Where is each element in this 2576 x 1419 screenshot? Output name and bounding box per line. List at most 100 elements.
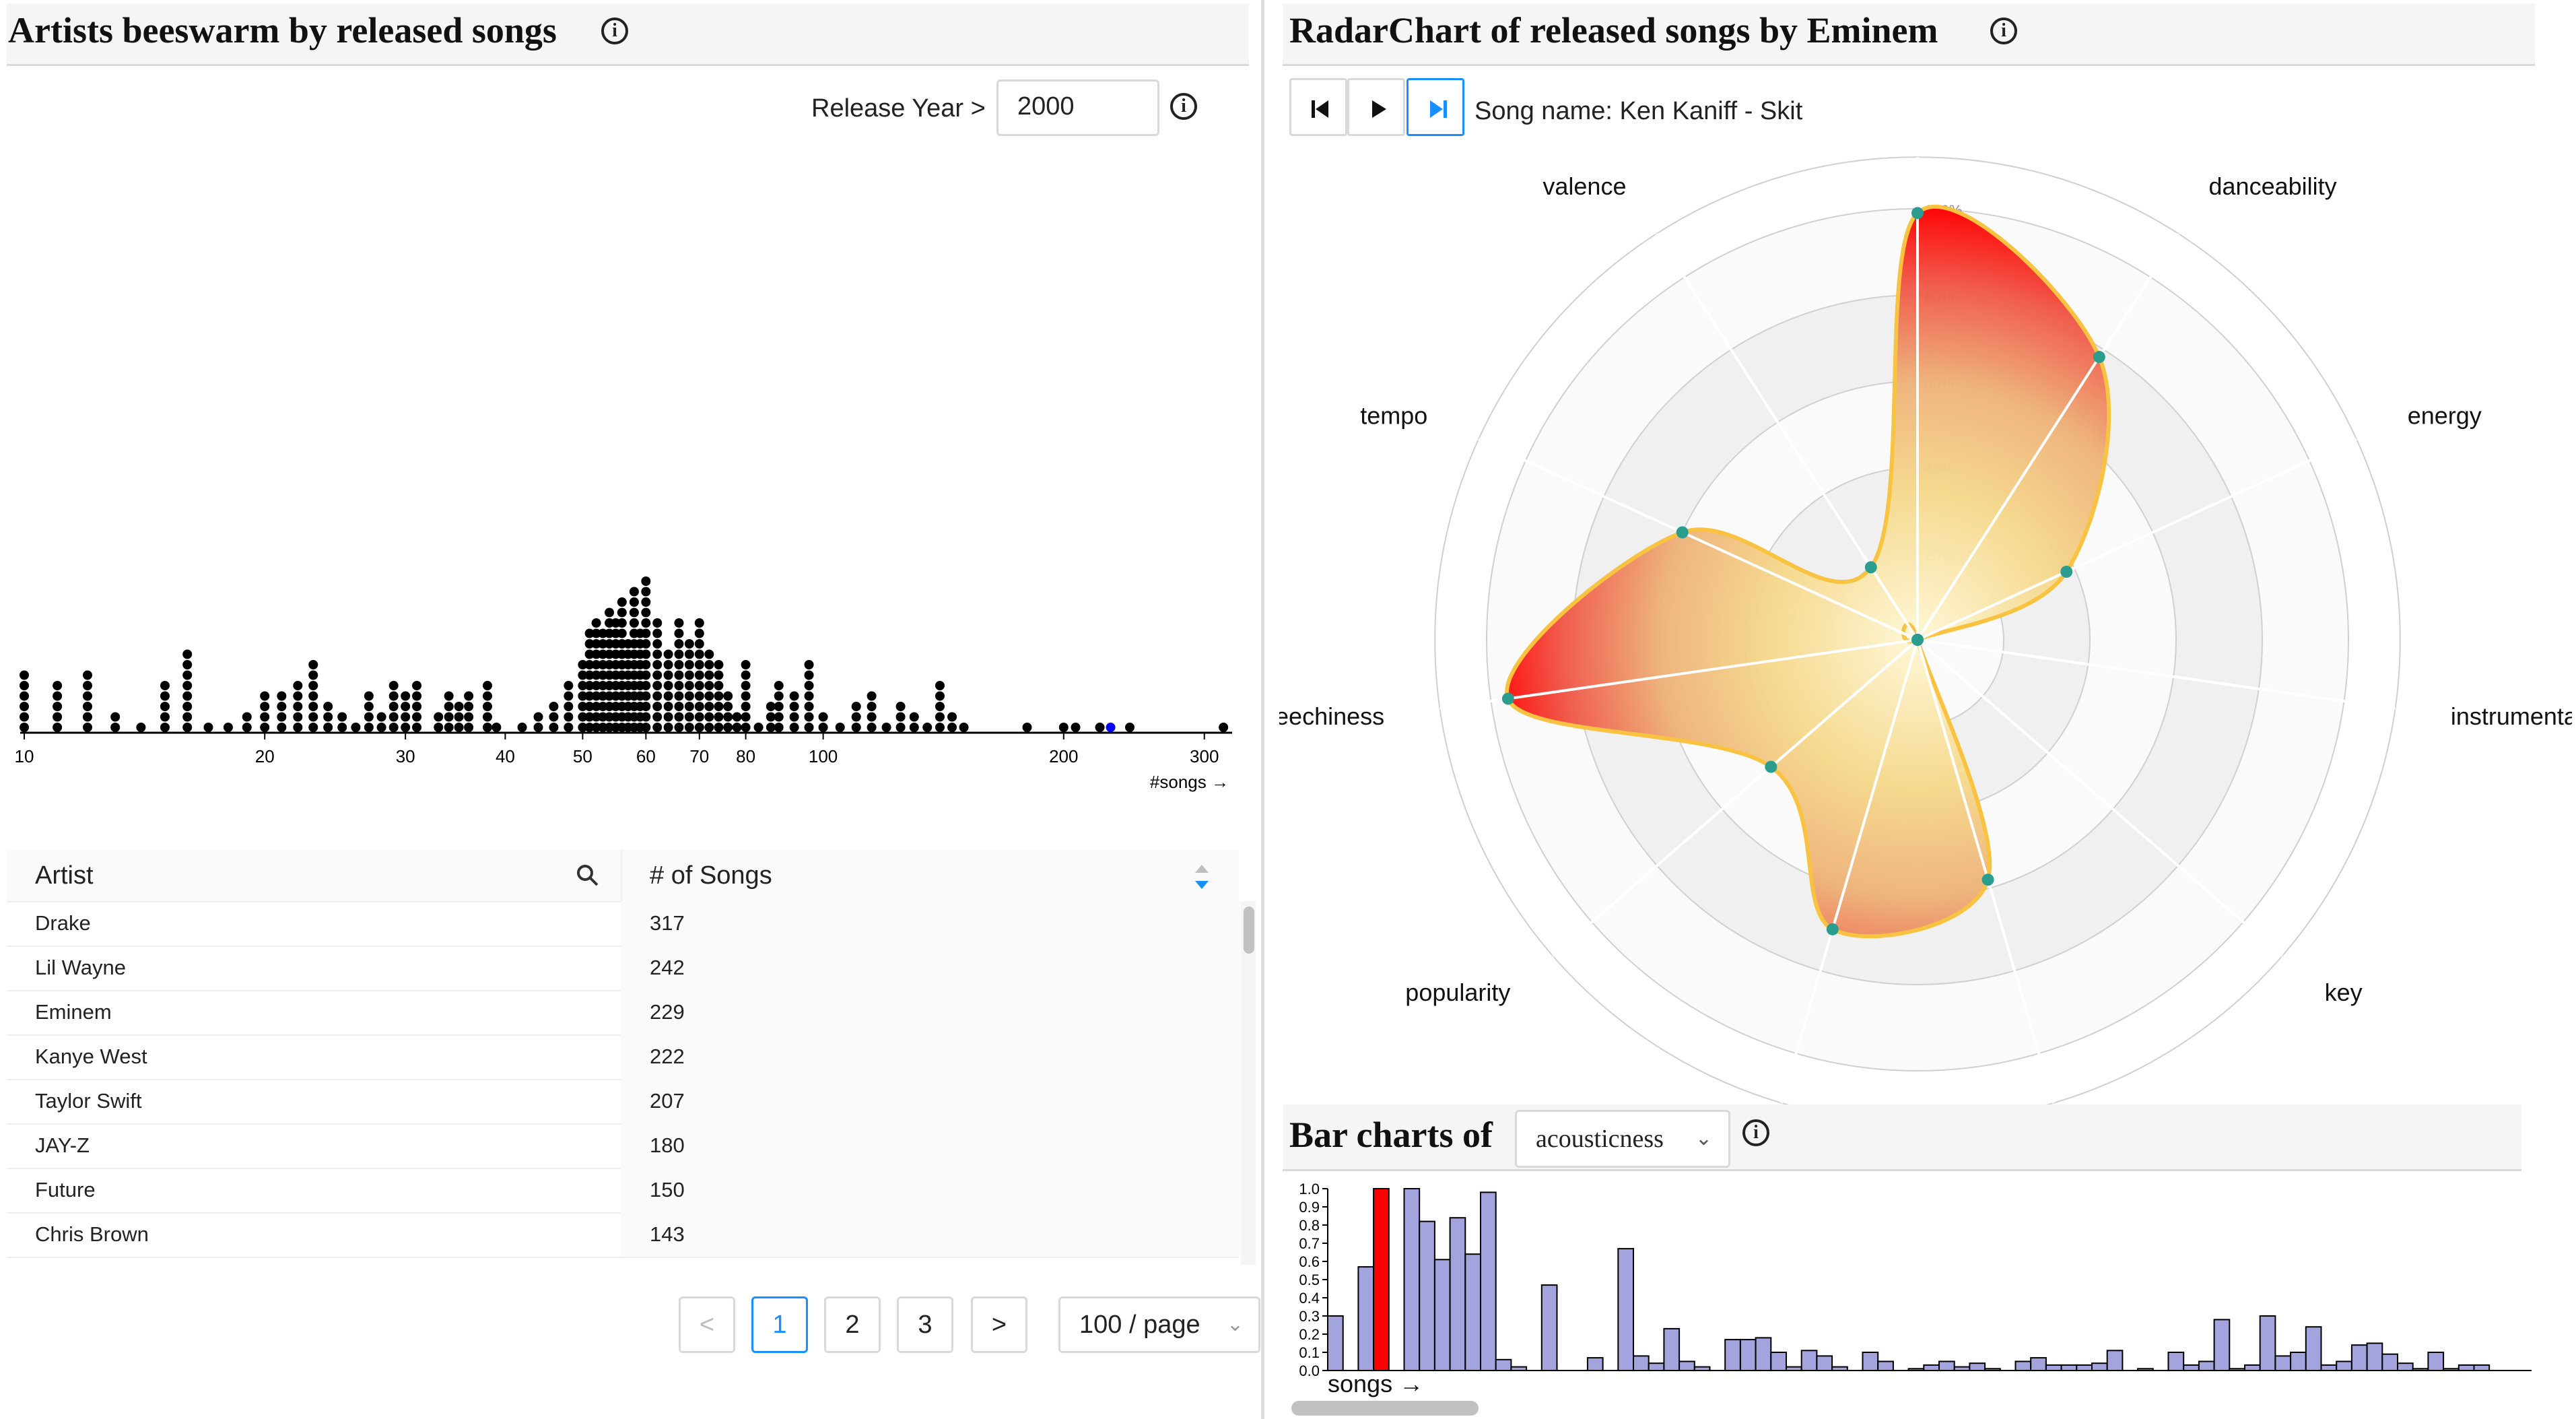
beeswarm-dot[interactable] <box>598 628 608 638</box>
beeswarm-dot[interactable] <box>605 607 615 618</box>
beeswarm-dot[interactable] <box>641 597 651 607</box>
beeswarm-dot[interactable] <box>454 712 464 722</box>
beeswarm-dot[interactable] <box>617 597 627 607</box>
bar[interactable] <box>2106 1350 2124 1371</box>
beeswarm-dot[interactable] <box>741 712 751 722</box>
beeswarm-dot[interactable] <box>578 691 588 701</box>
beeswarm-dot[interactable] <box>584 723 595 732</box>
beeswarm-dot[interactable] <box>464 712 474 722</box>
beeswarm-dot[interactable] <box>1022 723 1032 732</box>
beeswarm-dot[interactable] <box>260 712 270 722</box>
beeswarm-dot[interactable] <box>789 691 799 701</box>
page-button-2[interactable]: 2 <box>824 1296 881 1353</box>
bar[interactable] <box>1586 1357 1604 1372</box>
bar[interactable] <box>1969 1362 1986 1372</box>
songs-column-header[interactable]: # of Songs <box>650 861 772 890</box>
beeswarm-dot[interactable] <box>652 702 663 711</box>
beeswarm-dot[interactable] <box>723 712 733 722</box>
beeswarm-dot[interactable] <box>851 702 861 711</box>
bar[interactable] <box>1403 1188 1421 1371</box>
beeswarm-dot[interactable] <box>1106 723 1116 732</box>
bar[interactable] <box>1648 1362 1665 1372</box>
radar-point[interactable] <box>1765 760 1777 773</box>
artist-column-header[interactable]: Artist <box>35 861 94 890</box>
bar[interactable] <box>2305 1326 2322 1371</box>
beeswarm-dot[interactable] <box>20 670 29 680</box>
bar[interactable] <box>2473 1364 2490 1371</box>
beeswarm-dot[interactable] <box>364 723 374 732</box>
beeswarm-dot[interactable] <box>694 702 704 711</box>
beeswarm-dot[interactable] <box>598 649 608 659</box>
beeswarm-dot[interactable] <box>663 702 673 711</box>
beeswarm-dot[interactable] <box>804 723 814 732</box>
beeswarm-dot[interactable] <box>867 691 877 701</box>
beeswarm-dot[interactable] <box>578 670 588 680</box>
beeswarm-dot[interactable] <box>598 660 608 669</box>
beeswarm-dot[interactable] <box>674 691 684 701</box>
bar[interactable] <box>1679 1360 1695 1371</box>
beeswarm-dot[interactable] <box>82 681 92 690</box>
beeswarm-dot[interactable] <box>53 681 63 690</box>
beeswarm-dot[interactable] <box>260 702 270 711</box>
beeswarm-dot[interactable] <box>617 618 627 628</box>
beeswarm-dot[interactable] <box>412 691 422 701</box>
radar-point[interactable] <box>1981 873 1994 886</box>
beeswarm-dot[interactable] <box>482 723 492 732</box>
beeswarm-dot[interactable] <box>629 597 639 607</box>
beeswarm-dot[interactable] <box>704 691 714 701</box>
beeswarm-dot[interactable] <box>277 712 287 722</box>
beeswarm-dot[interactable] <box>260 723 270 732</box>
beeswarm-dot[interactable] <box>82 723 92 732</box>
table-row[interactable]: Kanye West 222 <box>7 1034 1240 1080</box>
beeswarm-dot[interactable] <box>260 691 270 701</box>
bar[interactable] <box>2213 1319 2231 1371</box>
bar[interactable] <box>2091 1362 2108 1372</box>
beeswarm-dot[interactable] <box>444 723 454 732</box>
beeswarm-dot[interactable] <box>598 691 608 701</box>
beeswarm-dot[interactable] <box>617 607 627 618</box>
beeswarm-dot[interactable] <box>160 681 170 690</box>
beeswarm-dot[interactable] <box>598 723 608 732</box>
beeswarm-dot[interactable] <box>464 723 474 732</box>
beeswarm-dot[interactable] <box>652 681 663 690</box>
beeswarm-dot[interactable] <box>591 628 601 638</box>
bar[interactable] <box>1617 1248 1634 1371</box>
beeswarm-dot[interactable] <box>674 618 684 628</box>
beeswarm-dot[interactable] <box>598 712 608 722</box>
beeswarm-dot[interactable] <box>160 712 170 722</box>
beeswarm-dot[interactable] <box>641 649 651 659</box>
beeswarm-dot[interactable] <box>674 723 684 732</box>
beeswarm-dot[interactable] <box>935 712 945 722</box>
beeswarm-dot[interactable] <box>753 723 764 732</box>
bar[interactable] <box>1755 1337 1772 1371</box>
bar[interactable] <box>1877 1360 1894 1371</box>
beeswarm-dot[interactable] <box>629 618 639 628</box>
beeswarm-dot[interactable] <box>714 681 724 690</box>
beeswarm-dot[interactable] <box>578 681 588 690</box>
beeswarm-dot[interactable] <box>652 691 663 701</box>
beeswarm-dot[interactable] <box>684 670 694 680</box>
beeswarm-dot[interactable] <box>674 628 684 638</box>
beeswarm-dot[interactable] <box>564 681 574 690</box>
beeswarm-dot[interactable] <box>741 723 751 732</box>
beeswarm-dot[interactable] <box>549 702 559 711</box>
bar-highlighted[interactable] <box>1373 1188 1390 1371</box>
beeswarm-dot[interactable] <box>789 712 799 722</box>
beeswarm-dot[interactable] <box>922 723 933 732</box>
beeswarm-dot[interactable] <box>652 712 663 722</box>
bar-scrollbar[interactable] <box>1291 1401 1479 1416</box>
beeswarm-dot[interactable] <box>53 712 63 722</box>
beeswarm-dot[interactable] <box>412 681 422 690</box>
bar[interactable] <box>1449 1217 1466 1372</box>
bar[interactable] <box>1862 1352 1879 1371</box>
beeswarm-dot[interactable] <box>293 681 303 690</box>
bar[interactable] <box>1770 1352 1787 1371</box>
beeswarm-dot[interactable] <box>641 702 651 711</box>
beeswarm-dot[interactable] <box>663 681 673 690</box>
beeswarm-dot[interactable] <box>714 712 724 722</box>
bar[interactable] <box>2274 1355 2292 1371</box>
beeswarm-dot[interactable] <box>704 660 714 669</box>
beeswarm-dot[interactable] <box>533 712 543 722</box>
beeswarm-dot[interactable] <box>337 723 347 732</box>
beeswarm-dot[interactable] <box>732 712 742 722</box>
